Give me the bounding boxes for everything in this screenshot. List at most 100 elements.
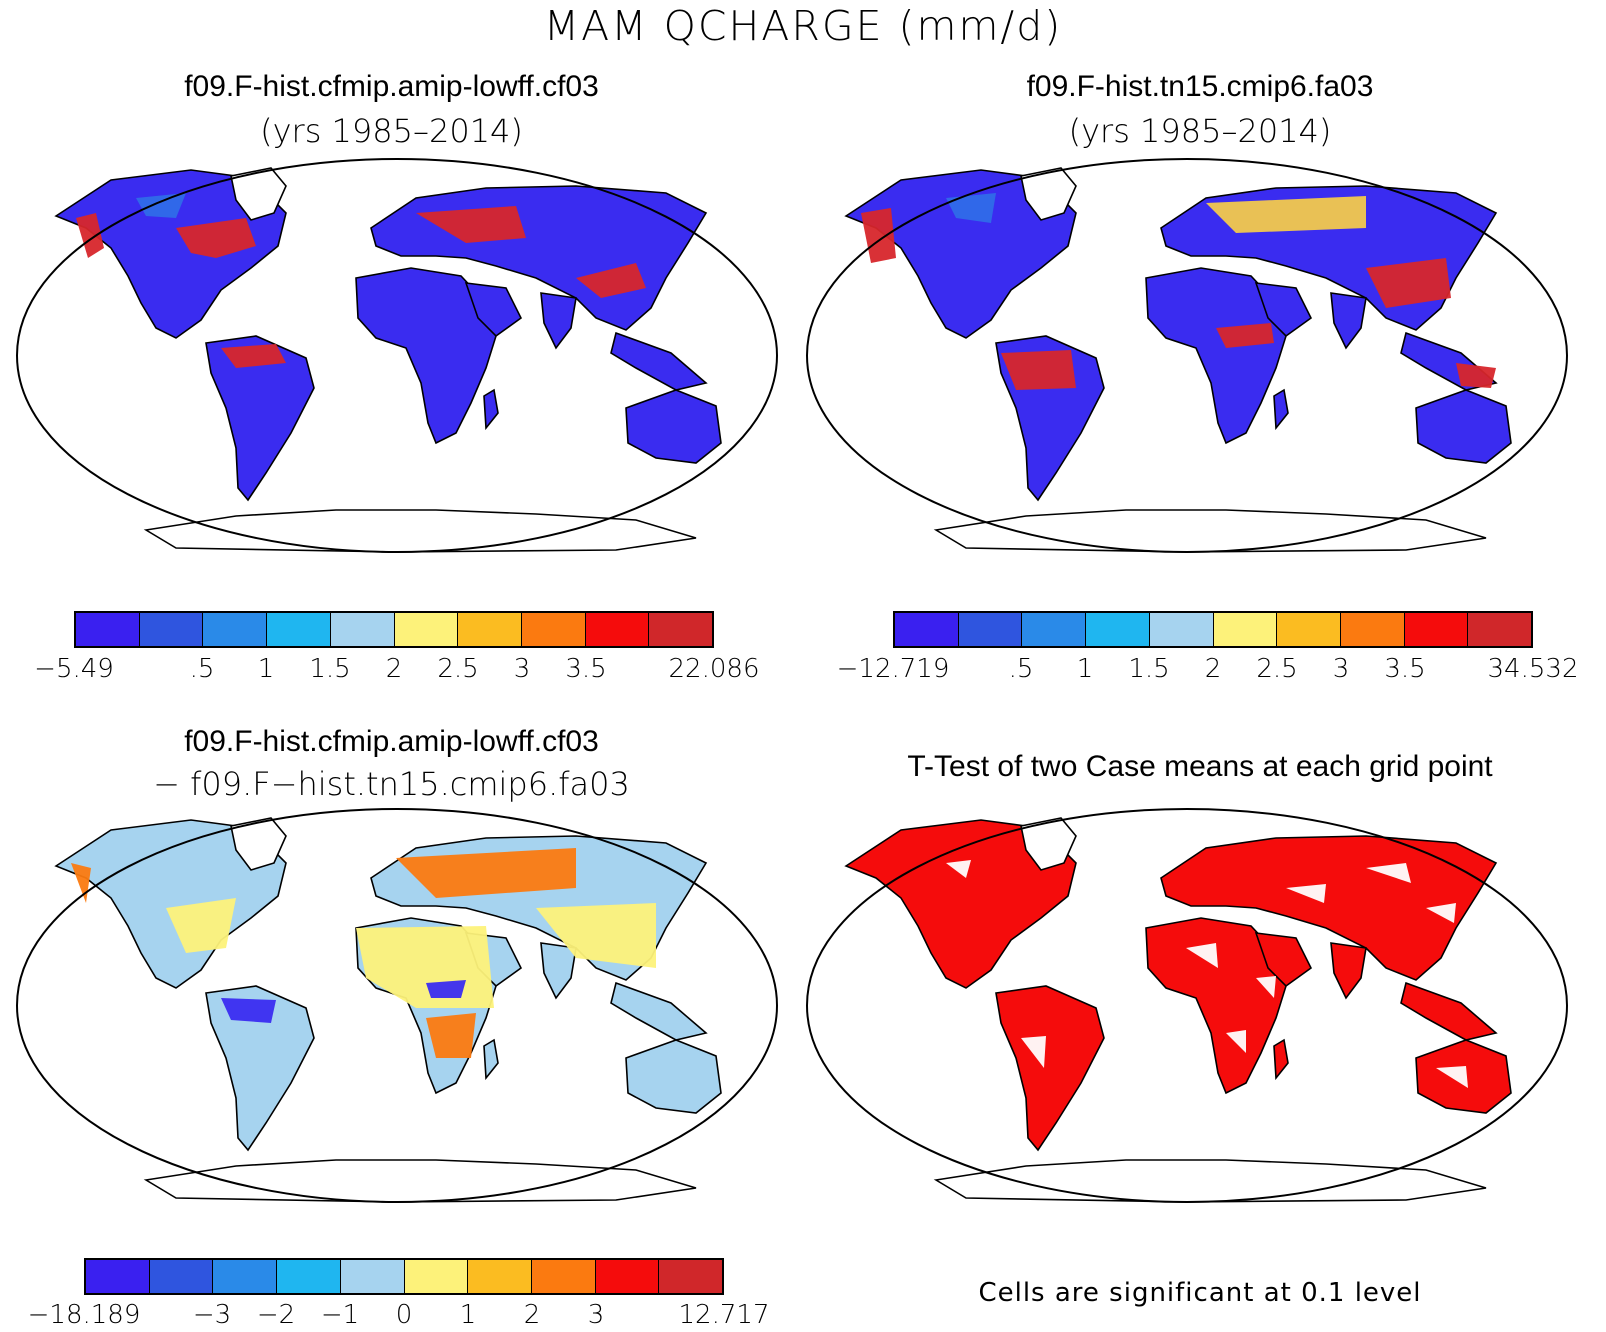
- field-patch-8: [166, 898, 236, 953]
- colorbar-swatch-3: [1022, 613, 1087, 646]
- field-patch-6: [136, 193, 186, 218]
- map-border: [16, 158, 778, 553]
- panel1-map: [16, 158, 778, 553]
- land-madagascar: [483, 1038, 499, 1081]
- colorbar-swatch-5: [340, 1260, 405, 1293]
- field-patch-4: [1256, 976, 1276, 998]
- land-madagascar: [1273, 388, 1289, 431]
- panel3-colorbar-labels: −18.189 −3 −2 −1 0 1 2 3 12.717: [28, 1300, 770, 1332]
- colorbar-swatch-9: [1404, 613, 1469, 646]
- colorbar-tick-label: −18.189: [27, 1300, 141, 1330]
- field-patch-2: [1001, 350, 1076, 390]
- field-patch-2: [176, 218, 256, 258]
- field-patch-6: [221, 998, 276, 1023]
- land-arabia: [464, 282, 523, 338]
- land-india: [540, 292, 577, 350]
- panel2-subtitle: (yrs 1985–2014): [1068, 112, 1332, 150]
- land-arabia: [1254, 282, 1313, 338]
- colorbar-swatch-3: [203, 613, 268, 646]
- field-patch-3: [1216, 323, 1274, 348]
- land-samerica: [205, 985, 315, 1152]
- field-patch-7: [946, 193, 996, 223]
- panel3-map: [16, 808, 778, 1203]
- field-patch-1: [76, 213, 104, 258]
- field-patch-1: [861, 208, 896, 263]
- colorbar-swatch-5: [1149, 613, 1214, 646]
- panel1-colorbar: [74, 611, 714, 648]
- land-antarctica: [143, 509, 697, 553]
- field-patch-7: [426, 980, 466, 998]
- land-namerica: [844, 169, 1077, 339]
- land-antarctica: [933, 509, 1487, 553]
- field-patch-2: [536, 903, 656, 968]
- panel4-footnote: Cells are significant at 0.1 level: [978, 1278, 1422, 1308]
- field-patch-6: [1206, 196, 1366, 233]
- colorbar-tick-label: 3: [587, 1300, 605, 1330]
- main-title: MAM QCHARGE (mm/d): [543, 2, 1063, 50]
- colorbar-tick-label: 2.5: [437, 654, 479, 684]
- colorbar-swatch-10: [659, 1260, 723, 1293]
- field-patch-5: [221, 344, 286, 368]
- panel1-subtitle: (yrs 1985–2014): [260, 112, 523, 150]
- colorbar-swatch-10: [1468, 613, 1532, 646]
- colorbar-tick-label: 1.5: [1128, 654, 1170, 684]
- map-border: [16, 808, 778, 1203]
- field-patch-3: [416, 206, 526, 243]
- land-madagascar: [483, 388, 499, 431]
- field-patch-3: [396, 848, 576, 898]
- colorbar-tick-label: 3: [1332, 654, 1350, 684]
- colorbar-swatch-9: [595, 1260, 660, 1293]
- panel2-colorbar-labels: −12.719 .5 1 1.5 2 2.5 3 3.5 34.532: [837, 654, 1579, 686]
- colorbar-tick-label: 1: [1076, 654, 1094, 684]
- panel2-title: f09.F-hist.tn15.cmip6.fa03: [1026, 70, 1374, 103]
- land-australia: [625, 389, 722, 464]
- colorbar-swatch-2: [958, 613, 1023, 646]
- panel1-title: f09.F-hist.cfmip.amip-lowff.cf03: [184, 70, 599, 103]
- field-patch-5: [426, 1013, 476, 1058]
- land-greenland: [230, 167, 287, 221]
- field-patch-8: [1226, 1030, 1246, 1053]
- land-australia: [625, 1039, 722, 1114]
- map-border: [806, 158, 1568, 553]
- field-patch-6: [1426, 903, 1456, 923]
- land-greenland: [230, 817, 287, 871]
- colorbar-tick-label: −3: [192, 1300, 232, 1330]
- colorbar-swatch-6: [404, 1260, 469, 1293]
- panel3-colorbar: [84, 1258, 724, 1295]
- panel4-title: T-Test of two Case means at each grid po…: [907, 750, 1493, 783]
- colorbar-swatch-1: [895, 613, 959, 646]
- land-samerica: [995, 985, 1105, 1152]
- colorbar-tick-label: 1.5: [309, 654, 351, 684]
- land-namerica: [54, 819, 287, 989]
- field-patch-4: [576, 263, 646, 298]
- colorbar-swatch-1: [86, 1260, 150, 1293]
- colorbar-swatch-10: [649, 613, 713, 646]
- land-samerica: [205, 335, 315, 502]
- colorbar-swatch-7: [468, 1260, 532, 1293]
- land-india: [1330, 292, 1367, 350]
- colorbar-tick-label: −1: [320, 1300, 360, 1330]
- colorbar-tick-label: 2: [385, 654, 403, 684]
- land-arabia: [1254, 932, 1313, 988]
- colorbar-swatch-4: [1086, 613, 1150, 646]
- field-patch-5: [1366, 863, 1411, 883]
- colorbar-swatch-7: [458, 613, 522, 646]
- field-patch-9: [1436, 1066, 1468, 1088]
- land-australia: [1415, 389, 1512, 464]
- colorbar-swatch-4: [267, 613, 331, 646]
- panel1-colorbar-labels: −5.49 .5 1 1.5 2 2.5 3 3.5 22.086: [34, 654, 759, 686]
- field-patch-3: [1186, 943, 1218, 968]
- field-patch-5: [1456, 363, 1496, 388]
- field-patch-10: [1286, 884, 1326, 903]
- colorbar-tick-label: −5.49: [34, 654, 114, 684]
- colorbar-tick-label: 3.5: [1384, 654, 1426, 684]
- colorbar-tick-label: 1: [257, 654, 275, 684]
- land-antarctica: [933, 1159, 1487, 1203]
- colorbar-tick-label: 2: [523, 1300, 541, 1330]
- land-europe_asia: [1160, 835, 1498, 981]
- colorbar-swatch-2: [139, 613, 204, 646]
- land-greenland: [1020, 167, 1077, 221]
- field-patch-1: [946, 860, 971, 878]
- colorbar-swatch-3: [213, 1260, 278, 1293]
- colorbar-tick-label: 1: [459, 1300, 477, 1330]
